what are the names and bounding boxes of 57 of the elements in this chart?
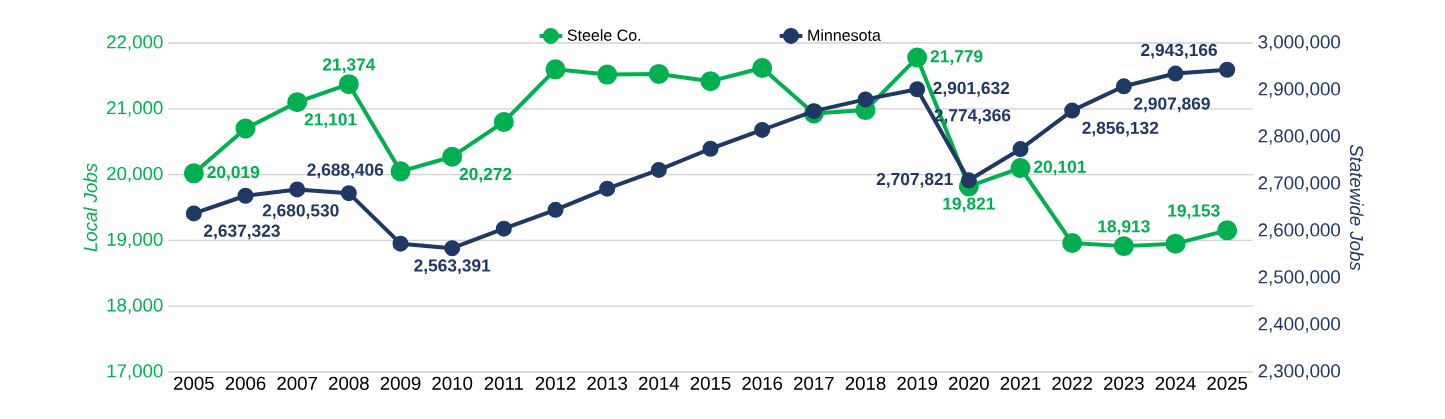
- y2-tick-label: 2,400,000: [1258, 317, 1341, 333]
- y-tick-label: 19,000: [107, 232, 163, 249]
- data-label: 18,913: [1098, 220, 1150, 236]
- y-axis-title: Local Jobs: [83, 163, 98, 252]
- legend-label: Steele Co.: [567, 29, 641, 41]
- data-label: 20,101: [1034, 160, 1086, 176]
- y-tick-label: 17,000: [107, 364, 163, 380]
- x-tick-label: 2012: [535, 376, 576, 390]
- x-tick-label: 2009: [380, 376, 421, 390]
- x-tick-label: 2011: [484, 376, 523, 390]
- data-label: 20,019: [207, 165, 260, 181]
- y-tick-label: 18,000: [107, 298, 163, 314]
- data-label: 19,153: [1168, 204, 1220, 220]
- y2-tick-label: 2,500,000: [1258, 270, 1341, 286]
- x-tick-label: 2022: [1052, 376, 1092, 390]
- x-tick-label: 2019: [897, 376, 938, 390]
- x-tick-label: 2007: [277, 376, 317, 390]
- y2-tick-label: 3,000,000: [1258, 35, 1341, 51]
- x-tick-label: 2013: [587, 376, 628, 390]
- y2-tick-label: 2,700,000: [1258, 176, 1341, 192]
- y-tick-label: 20,000: [107, 166, 163, 183]
- data-label: 21,779: [930, 50, 983, 65]
- data-label: 2,943,166: [1141, 43, 1217, 59]
- data-label: 2,856,132: [1082, 121, 1159, 137]
- x-tick-label: 2020: [949, 376, 989, 390]
- x-tick-label: 2010: [432, 376, 473, 390]
- y2-tick-label: 2,800,000: [1258, 129, 1341, 145]
- data-label: 20,272: [459, 167, 512, 183]
- x-tick-label: 2016: [742, 376, 783, 390]
- data-label: 2,707,821: [876, 172, 953, 188]
- data-label: 19,821: [943, 197, 995, 213]
- x-tick-label: 2024: [1155, 376, 1196, 390]
- x-tick-label: 2005: [174, 376, 214, 390]
- y-tick-label: 21,000: [107, 101, 163, 117]
- x-tick-label: 2021: [1000, 376, 1041, 390]
- x-tick-label: 2006: [225, 376, 266, 390]
- data-label: 2,901,632: [933, 81, 1010, 97]
- data-label: 21,101: [304, 113, 357, 129]
- x-tick-label: 2014: [639, 376, 680, 390]
- data-label: 2,680,530: [262, 204, 339, 220]
- x-tick-label: 2008: [329, 376, 369, 390]
- data-label: 2,688,406: [307, 163, 384, 179]
- y-tick-label: 22,000: [107, 35, 163, 51]
- y2-tick-label: 2,600,000: [1258, 223, 1341, 239]
- x-tick-label: 2017: [794, 376, 834, 390]
- x-tick-label: 2025: [1207, 376, 1248, 390]
- data-label: 2,563,391: [414, 259, 491, 275]
- x-tick-label: 2018: [845, 376, 886, 390]
- data-label: 21,374: [322, 58, 376, 74]
- y2-axis-title: Statewide Jobs: [1349, 144, 1364, 271]
- y2-tick-label: 2,300,000: [1258, 364, 1341, 380]
- data-label: 2,637,323: [204, 224, 280, 240]
- legend-label: Minnesota: [808, 29, 881, 41]
- y2-tick-label: 2,900,000: [1258, 82, 1341, 98]
- x-tick-label: 2023: [1104, 376, 1144, 390]
- data-label: 2,907,869: [1134, 97, 1210, 113]
- x-tick-label: 2015: [690, 376, 731, 390]
